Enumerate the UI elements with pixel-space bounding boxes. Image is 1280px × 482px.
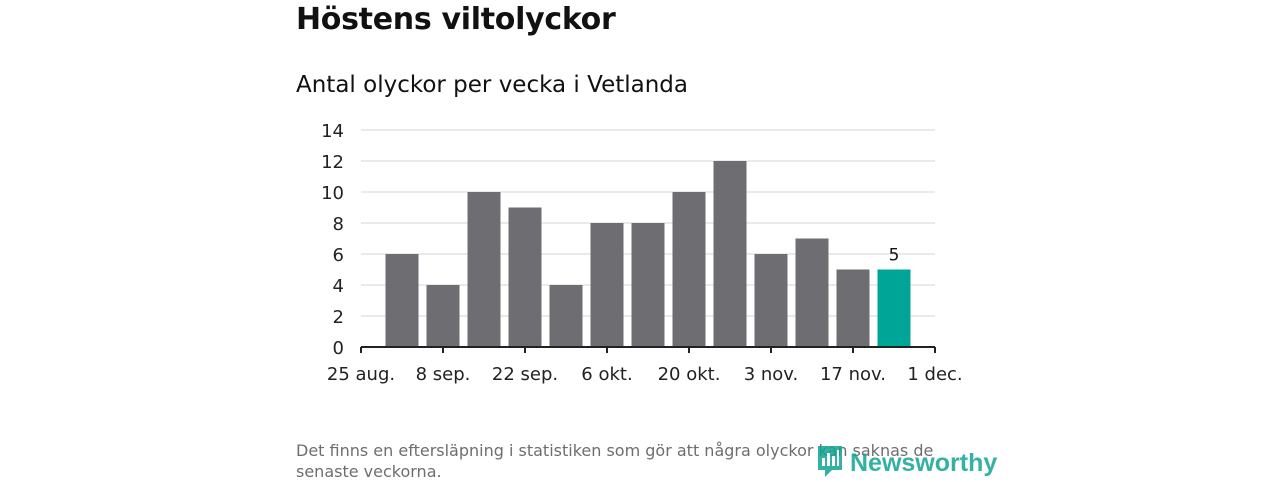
y-tick-label: 10 xyxy=(321,183,344,204)
bar-chart: 0 2 4 6 8 10 12 14 5 25 aug. 8 sep. 22 sep. 6 okt. 20… xyxy=(321,121,963,385)
y-tick-label: 6 xyxy=(333,245,344,266)
x-tick-label: 22 sep. xyxy=(492,364,558,385)
x-tick-label: 25 aug. xyxy=(327,364,395,385)
bar xyxy=(385,254,419,347)
bar xyxy=(508,207,542,347)
y-tick-label: 4 xyxy=(333,276,344,297)
newsworthy-logo-icon xyxy=(816,444,844,482)
chart-subtitle: Antal olyckor per vecka i Vetlanda xyxy=(296,72,688,98)
y-tick-label: 14 xyxy=(321,121,344,142)
y-tick-label: 0 xyxy=(333,338,344,359)
footnote: Det finns en eftersläpning i statistiken… xyxy=(296,441,934,481)
x-tick-label: 3 nov. xyxy=(744,364,799,385)
newsworthy-logo[interactable]: Newsworthy xyxy=(816,444,997,482)
y-tick-label: 12 xyxy=(321,152,344,173)
x-axis xyxy=(360,346,936,353)
y-tick-label: 8 xyxy=(333,214,344,235)
bar xyxy=(836,269,870,347)
x-tick-label: 8 sep. xyxy=(416,364,471,385)
labels: 0 2 4 6 8 10 12 14 5 25 aug. 8 sep. 22 sep. 6 okt. 20… xyxy=(321,121,963,385)
bar xyxy=(467,192,501,347)
logo-text: Newsworthy xyxy=(850,448,998,477)
bar xyxy=(754,254,788,347)
chart-title: Höstens viltolyckor xyxy=(296,2,616,37)
bar xyxy=(590,223,624,347)
bar-data-label: 5 xyxy=(889,246,900,266)
bars xyxy=(385,161,911,347)
x-tick-label: 17 nov. xyxy=(820,364,886,385)
bar xyxy=(549,285,583,347)
x-tick-label: 20 okt. xyxy=(658,364,721,385)
bar-highlight xyxy=(877,269,911,347)
bar xyxy=(713,161,747,347)
y-tick-label: 2 xyxy=(333,307,344,328)
bar xyxy=(672,192,706,347)
x-tick-label: 1 dec. xyxy=(907,364,962,385)
bar xyxy=(795,238,829,347)
bar xyxy=(426,285,460,347)
bar xyxy=(631,223,665,347)
x-tick-label: 6 okt. xyxy=(581,364,632,385)
